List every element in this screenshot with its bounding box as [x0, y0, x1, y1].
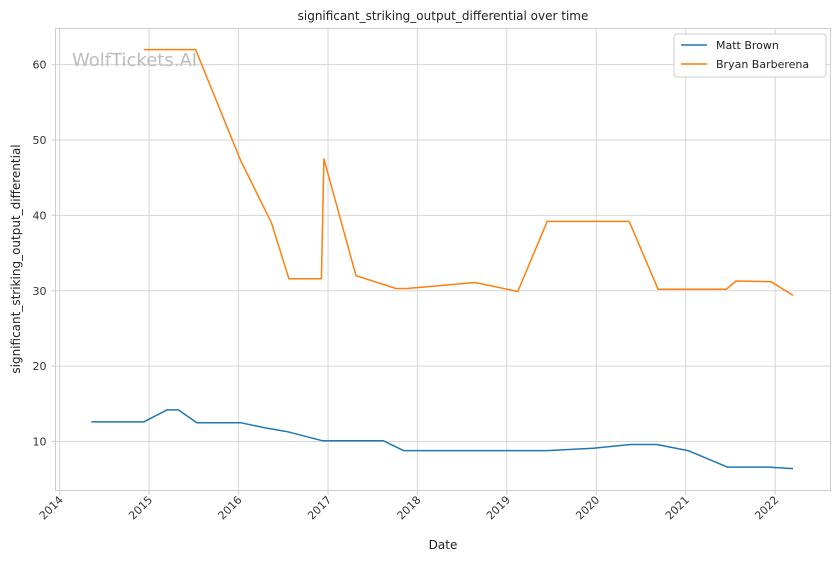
- data-point-bryan-barberena: [323, 158, 325, 160]
- data-point-matt-brown: [382, 440, 384, 442]
- x-tick-label: 2020: [573, 493, 602, 522]
- x-axis-title: Date: [429, 538, 458, 552]
- y-tick-label: 20: [33, 360, 47, 373]
- plot-frame: [55, 28, 831, 491]
- data-point-matt-brown: [656, 443, 658, 445]
- x-tick-label: 2018: [395, 493, 424, 522]
- data-point-bryan-barberena: [288, 278, 290, 280]
- chart-title: significant_striking_output_differential…: [298, 9, 589, 23]
- y-tick-label: 30: [33, 285, 47, 298]
- data-point-matt-brown: [546, 449, 548, 451]
- x-tick-labels: 2014 2015 2016 2017 2018 2019 2020 2021 2022: [37, 493, 781, 522]
- data-point-bryan-barberena: [194, 48, 196, 50]
- legend-box: [673, 33, 827, 78]
- data-point-bryan-barberena: [320, 278, 322, 280]
- data-point-bryan-barberena: [770, 281, 772, 283]
- data-point-bryan-barberena: [142, 48, 144, 50]
- series-bryan-barberena: [142, 48, 794, 296]
- y-tick-label: 50: [33, 134, 47, 147]
- legend: Matt Brown Bryan Barberena: [673, 33, 827, 78]
- data-point-bryan-barberena: [239, 159, 241, 161]
- x-tick-label: 2016: [216, 493, 245, 522]
- data-point-matt-brown: [142, 421, 144, 423]
- data-point-bryan-barberena: [792, 294, 794, 296]
- x-tick-label: 2017: [305, 493, 334, 522]
- y-tick-label: 60: [33, 59, 47, 72]
- data-point-bryan-barberena: [395, 287, 397, 289]
- x-tick-label: 2014: [37, 493, 66, 522]
- data-point-bryan-barberena: [474, 281, 476, 283]
- data-point-matt-brown: [90, 421, 92, 423]
- x-tick-label: 2021: [663, 493, 692, 522]
- data-point-bryan-barberena: [657, 288, 659, 290]
- data-point-matt-brown: [792, 467, 794, 469]
- y-axis-title: significant_striking_output_differential: [9, 144, 23, 373]
- data-point-bryan-barberena: [406, 287, 408, 289]
- watermark-text: WolfTickets.AI: [72, 50, 197, 71]
- data-point-bryan-barberena: [355, 275, 357, 277]
- legend-label-bryan-barberena: Bryan Barberena: [716, 58, 809, 71]
- data-point-matt-brown: [196, 421, 198, 423]
- data-point-matt-brown: [286, 431, 288, 433]
- legend-label-matt-brown: Matt Brown: [716, 39, 779, 52]
- series-line-matt-brown: [91, 409, 794, 470]
- data-point-matt-brown: [592, 447, 594, 449]
- data-point-matt-brown: [166, 409, 168, 411]
- data-point-bryan-barberena: [517, 290, 519, 292]
- y-tick-labels: 10 20 30 40 50 60: [33, 59, 47, 449]
- data-point-matt-brown: [402, 449, 404, 451]
- series-layer: [90, 48, 794, 470]
- data-point-bryan-barberena: [725, 288, 727, 290]
- data-point-matt-brown: [687, 449, 689, 451]
- data-point-matt-brown: [629, 443, 631, 445]
- data-point-matt-brown: [321, 440, 323, 442]
- data-point-matt-brown: [239, 421, 241, 423]
- grid-layer: [51, 28, 831, 495]
- series-matt-brown: [90, 409, 794, 470]
- data-point-matt-brown: [264, 427, 266, 429]
- series-line-bryan-barberena: [143, 48, 794, 296]
- data-point-matt-brown: [767, 466, 769, 468]
- y-tick-label: 10: [33, 436, 47, 449]
- x-tick-label: 2022: [752, 493, 781, 522]
- x-tick-label: 2019: [484, 493, 513, 522]
- data-point-matt-brown: [726, 466, 728, 468]
- data-point-matt-brown: [177, 409, 179, 411]
- data-point-bryan-barberena: [270, 222, 272, 224]
- x-tick-label: 2015: [126, 493, 155, 522]
- y-tick-label: 40: [33, 209, 47, 222]
- data-point-bryan-barberena: [628, 220, 630, 222]
- data-point-bryan-barberena: [546, 220, 548, 222]
- data-point-bryan-barberena: [735, 280, 737, 282]
